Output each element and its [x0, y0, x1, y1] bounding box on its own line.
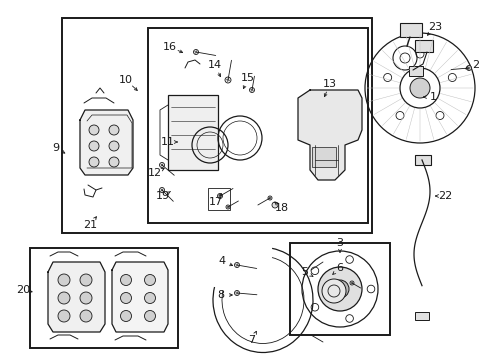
Circle shape — [121, 310, 131, 321]
Text: 17: 17 — [209, 197, 223, 207]
Circle shape — [109, 125, 119, 135]
Bar — [62, 18, 372, 233]
Text: 2: 2 — [472, 60, 480, 70]
Polygon shape — [112, 262, 168, 332]
Text: 14: 14 — [208, 60, 222, 70]
Circle shape — [322, 279, 346, 303]
Circle shape — [249, 87, 254, 93]
Text: 20: 20 — [16, 285, 30, 295]
Text: 11: 11 — [161, 137, 175, 147]
Bar — [208, 188, 230, 210]
Text: 18: 18 — [275, 203, 289, 213]
Text: 1: 1 — [430, 92, 437, 102]
Text: 5: 5 — [301, 267, 309, 277]
Bar — [415, 40, 433, 52]
Circle shape — [58, 292, 70, 304]
Bar — [148, 28, 368, 223]
Bar — [30, 248, 178, 348]
Circle shape — [350, 281, 354, 285]
Circle shape — [331, 280, 349, 298]
Circle shape — [235, 262, 240, 267]
Circle shape — [194, 49, 198, 54]
Text: 15: 15 — [241, 73, 255, 83]
Circle shape — [466, 66, 471, 71]
Bar — [409, 66, 423, 76]
Bar — [312, 147, 336, 167]
Circle shape — [89, 141, 99, 151]
Text: 19: 19 — [156, 191, 170, 201]
Circle shape — [218, 194, 222, 198]
Text: 4: 4 — [219, 256, 225, 266]
Circle shape — [226, 205, 230, 209]
Bar — [168, 95, 218, 170]
Polygon shape — [80, 110, 133, 175]
Bar — [290, 243, 390, 335]
Text: 21: 21 — [83, 220, 97, 230]
Text: 12: 12 — [148, 168, 162, 178]
Text: 7: 7 — [248, 335, 256, 345]
Circle shape — [225, 77, 231, 83]
Circle shape — [58, 310, 70, 322]
Text: 8: 8 — [218, 290, 224, 300]
Circle shape — [121, 274, 131, 285]
Circle shape — [58, 274, 70, 286]
Circle shape — [160, 188, 165, 193]
Circle shape — [80, 274, 92, 286]
Circle shape — [410, 78, 430, 98]
Text: 23: 23 — [428, 22, 442, 32]
Circle shape — [80, 310, 92, 322]
Bar — [415, 155, 431, 165]
Bar — [415, 312, 429, 320]
Circle shape — [80, 292, 92, 304]
Circle shape — [268, 196, 272, 200]
Circle shape — [272, 202, 278, 208]
Circle shape — [235, 291, 240, 296]
Circle shape — [160, 162, 165, 167]
Text: 16: 16 — [163, 42, 177, 52]
Circle shape — [121, 292, 131, 303]
Circle shape — [318, 267, 362, 311]
Text: 3: 3 — [337, 238, 343, 248]
Bar — [400, 23, 422, 37]
Text: 6: 6 — [337, 263, 343, 273]
Text: 10: 10 — [119, 75, 133, 85]
Circle shape — [145, 274, 155, 285]
Circle shape — [109, 141, 119, 151]
Circle shape — [89, 125, 99, 135]
Polygon shape — [298, 90, 362, 180]
Text: 9: 9 — [52, 143, 60, 153]
Circle shape — [109, 157, 119, 167]
Polygon shape — [48, 262, 105, 332]
Circle shape — [145, 292, 155, 303]
Text: 22: 22 — [438, 191, 452, 201]
Text: 13: 13 — [323, 79, 337, 89]
Circle shape — [89, 157, 99, 167]
Circle shape — [145, 310, 155, 321]
